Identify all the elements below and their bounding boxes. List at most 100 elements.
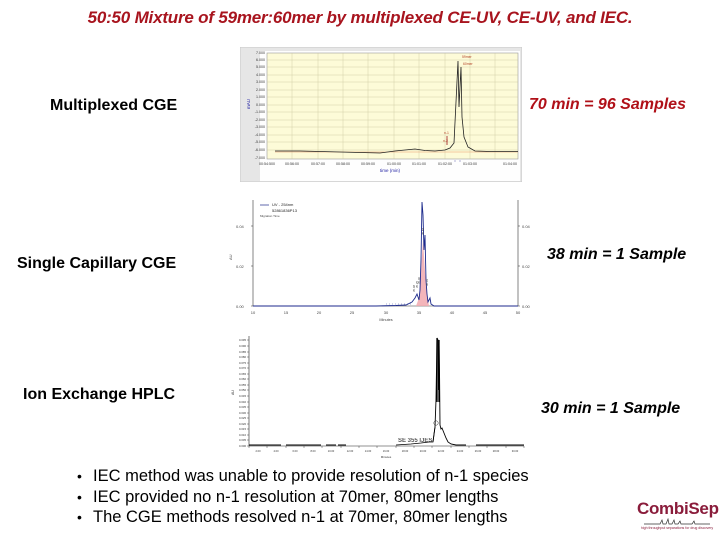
svg-text:0.090: 0.090 (239, 344, 246, 348)
slide-title: 50:50 Mixture of 59mer:60mer by multiple… (87, 8, 633, 27)
svg-text:SE 355 IJES: SE 355 IJES (398, 438, 432, 444)
svg-text:0.020: 0.020 (239, 422, 246, 426)
svg-text:0.04: 0.04 (522, 224, 531, 229)
svg-text:30.00: 30.00 (512, 449, 519, 453)
svg-text:35.58: 35.58 (421, 228, 425, 235)
svg-text:01:02:00: 01:02:00 (438, 162, 452, 166)
svg-text:12.00: 12.00 (347, 449, 354, 453)
row-label-multiplexed-cge: Multiplexed CGE (50, 97, 178, 114)
svg-text:00:57:00: 00:57:00 (311, 162, 325, 166)
svg-text:2.00: 2.00 (255, 449, 261, 453)
svg-text:01:00:00: 01:00:00 (387, 162, 401, 166)
bullet-dot-icon: • (77, 509, 82, 525)
svg-text:n-1: n-1 (444, 131, 449, 135)
svg-text:6.00: 6.00 (292, 449, 298, 453)
svg-text:Minutes: Minutes (381, 455, 392, 459)
svg-text:24.00: 24.00 (457, 449, 464, 453)
svg-text:0.02: 0.02 (522, 264, 531, 269)
svg-text:5.000: 5.000 (256, 65, 265, 69)
svg-text:00:58:00: 00:58:00 (336, 162, 350, 166)
svg-text:mAU: mAU (246, 99, 251, 109)
svg-text:40: 40 (450, 310, 455, 315)
svg-text:2.000: 2.000 (256, 88, 265, 92)
svg-text:0.00: 0.00 (236, 304, 245, 309)
summary-bullet-list: • IEC method was unable to provide resol… (75, 466, 615, 528)
svg-text:01:03:00: 01:03:00 (463, 162, 477, 166)
svg-text:14.00: 14.00 (365, 449, 372, 453)
row-label-single-capillary-cge: Single Capillary CGE (17, 255, 177, 272)
svg-text:20: 20 (317, 310, 322, 315)
chart-single-capillary-cge: 0.04 0.02 0.00 0.04 0.02 0.00 AU 10 15 2… (226, 190, 536, 325)
svg-text:0.02: 0.02 (236, 264, 245, 269)
svg-text:AU: AU (231, 390, 235, 395)
svg-text:0.055: 0.055 (239, 383, 246, 387)
svg-text:1.000: 1.000 (256, 95, 265, 99)
svg-text:35.40: 35.40 (417, 277, 421, 284)
svg-text:10: 10 (251, 310, 256, 315)
svg-text:00:59:00: 00:59:00 (361, 162, 375, 166)
svg-text:0.030: 0.030 (239, 411, 246, 415)
svg-text:-4.000: -4.000 (255, 133, 265, 137)
svg-text:0.070: 0.070 (239, 366, 246, 370)
svg-text:-1.000: -1.000 (255, 110, 265, 114)
bullet-dot-icon: • (77, 488, 82, 505)
bullet-item: • IEC provided no n-1 resolution at 70me… (75, 487, 615, 508)
svg-text:Migration Time: Migration Time (260, 214, 280, 218)
svg-text:0.075: 0.075 (239, 361, 246, 365)
svg-text:AU: AU (228, 254, 233, 260)
svg-text:35.25: 35.25 (415, 281, 419, 288)
svg-text:-5.000: -5.000 (255, 140, 265, 144)
svg-text:22.00: 22.00 (438, 449, 445, 453)
svg-text:3.000: 3.000 (256, 80, 265, 84)
svg-text:52861836P13: 52861836P13 (272, 208, 298, 213)
svg-text:18.00: 18.00 (402, 449, 409, 453)
bullet-text: The CGE methods resolved n-1 at 70mer, 8… (93, 508, 508, 526)
svg-text:0.025: 0.025 (239, 416, 246, 420)
svg-text:0.04: 0.04 (236, 224, 245, 229)
svg-text:00:54:500: 00:54:500 (259, 162, 275, 166)
logo-wordmark: CombiSep (637, 499, 719, 518)
rate-single-capillary-cge: 38 min = 1 Sample (547, 246, 687, 263)
svg-text:-2.000: -2.000 (255, 118, 265, 122)
bullet-item: • IEC method was unable to provide resol… (75, 466, 615, 487)
svg-text:60mer: 60mer (463, 62, 473, 66)
svg-text:0.085: 0.085 (239, 350, 246, 354)
svg-text:0.000: 0.000 (256, 103, 265, 107)
svg-text:Minutes: Minutes (379, 318, 392, 322)
svg-text:35: 35 (417, 310, 422, 315)
chart-ion-exchange-hplc: 0.095 0.090 0.085 0.080 0.075 0.070 0.06… (226, 330, 526, 460)
bullet-text: IEC provided no n-1 resolution at 70mer,… (93, 487, 499, 506)
svg-text:time (min): time (min) (380, 168, 401, 173)
svg-text:36.03: 36.03 (425, 279, 429, 286)
svg-text:-3.000: -3.000 (255, 125, 265, 129)
svg-text:7.000: 7.000 (256, 51, 265, 55)
svg-text:0.00: 0.00 (522, 304, 531, 309)
svg-text:35.08: 35.08 (412, 285, 416, 292)
svg-text:01:01:00: 01:01:00 (412, 162, 426, 166)
svg-text:0.010: 0.010 (239, 433, 246, 437)
multiplexed-cge-chromatogram: 7.000 6.000 5.000 4.000 3.000 2.000 1.00… (240, 47, 522, 182)
bullet-item: • The CGE methods resolved n-1 at 70mer,… (75, 507, 615, 528)
svg-text:0.050: 0.050 (239, 388, 246, 392)
single-capillary-cge-electropherogram: 0.04 0.02 0.00 0.04 0.02 0.00 AU 10 15 2… (228, 200, 531, 322)
svg-text:0.035: 0.035 (239, 405, 246, 409)
rate-ion-exchange-hplc: 30 min = 1 Sample (541, 400, 681, 417)
svg-text:25: 25 (350, 310, 355, 315)
svg-text:-7.000: -7.000 (255, 156, 265, 160)
svg-text:-6.000: -6.000 (255, 148, 265, 152)
svg-text:30: 30 (384, 310, 389, 315)
svg-text:0.095: 0.095 (239, 338, 246, 342)
svg-text:0.000: 0.000 (239, 444, 246, 448)
svg-text:0.005: 0.005 (239, 438, 246, 442)
svg-text:20.00: 20.00 (420, 449, 427, 453)
svg-text:0.015: 0.015 (239, 427, 246, 431)
svg-text:UV - 254nm: UV - 254nm (272, 202, 294, 207)
svg-text:0.040: 0.040 (239, 400, 246, 404)
bullet-text: IEC method was unable to provide resolut… (93, 467, 529, 485)
svg-text:16.00: 16.00 (383, 449, 390, 453)
svg-text:4.000: 4.000 (256, 73, 265, 77)
svg-text:8.00: 8.00 (310, 449, 316, 453)
svg-text:4.00: 4.00 (273, 449, 279, 453)
logo-tagline: high throughput separations for drug dis… (640, 526, 714, 530)
rate-multiplexed-cge: 70 min = 96 Samples (529, 96, 686, 113)
